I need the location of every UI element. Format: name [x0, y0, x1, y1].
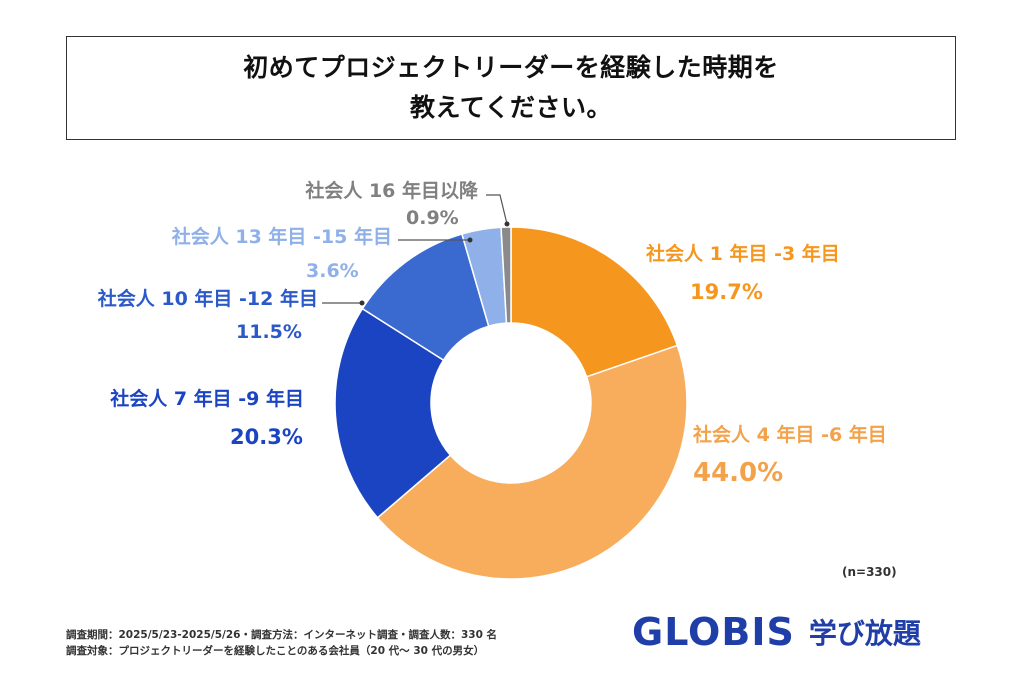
title-box: 初めてプロジェクトリーダーを経験した時期を 教えてください。	[66, 36, 956, 140]
leader-dot-4	[359, 300, 365, 306]
leader-lines	[322, 194, 510, 306]
leader-line-6	[486, 194, 508, 225]
brand-subtitle: 学び放題	[808, 617, 921, 650]
globis-logo: GLOBIS	[632, 610, 795, 654]
chart-title-line2: 教えてください。	[409, 93, 612, 122]
sample-size-note: (n=330)	[842, 565, 897, 579]
slice-label-6: 社会人 16 年目以降	[304, 179, 479, 202]
slice-label-5: 社会人 13 年目 -15 年目	[171, 225, 392, 248]
slice-value-1: 19.7%	[690, 280, 763, 304]
slice-label-2: 社会人 4 年目 -6 年目	[692, 423, 887, 446]
slice-value-4: 11.5%	[236, 321, 302, 343]
slice-3	[334, 307, 452, 519]
slice-label-1: 社会人 1 年目 -3 年目	[645, 242, 840, 265]
footnote-survey-method: 調査期間：2025/5/23-2025/5/26・調査方法：インターネット調査・…	[66, 629, 498, 641]
slice-label-3: 社会人 7 年目 -9 年目	[109, 387, 304, 410]
slice-value-3: 20.3%	[230, 425, 303, 449]
slice-1	[510, 226, 679, 378]
slice-label-4: 社会人 10 年目 -12 年目	[97, 287, 318, 310]
chart-title-line1: 初めてプロジェクトリーダーを経験した時期を	[243, 53, 779, 82]
slice-value-6: 0.9%	[406, 207, 459, 229]
slice-value-2: 44.0%	[693, 458, 783, 488]
slice-2	[376, 344, 688, 580]
leader-dot-6	[504, 221, 510, 227]
footnote-survey-target: 調査対象：プロジェクトリーダーを経験したことのある会社員（20 代～ 30 代の…	[66, 645, 485, 657]
slice-6	[500, 226, 512, 324]
slice-labels: 社会人 1 年目 -3 年目 19.7% 社会人 4 年目 -6 年目 44.0% 社会…	[97, 179, 887, 488]
donut-slices	[334, 226, 688, 580]
leader-dot-5	[467, 237, 473, 243]
brand-lockup: GLOBIS 学び放題	[632, 607, 921, 657]
slice-value-5: 3.6%	[306, 260, 359, 282]
